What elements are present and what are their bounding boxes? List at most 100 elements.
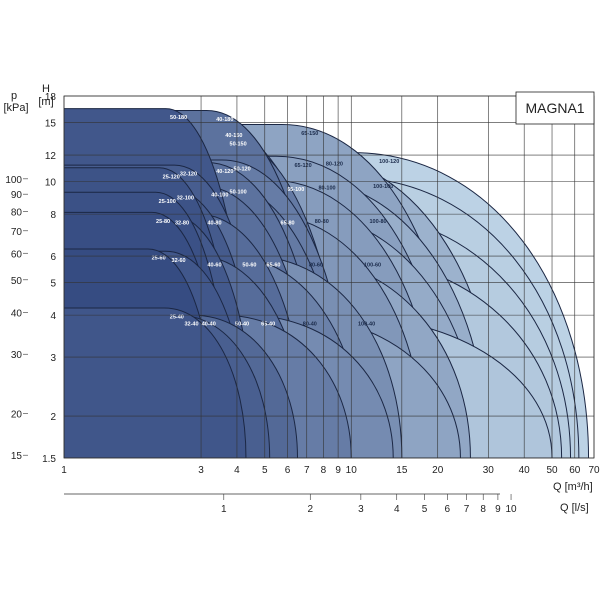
x2-tick-label: 5 <box>422 504 428 515</box>
x-axis-ticks: 1 3 4 5 6 7 8 9 10 15 20 30 40 50 60 70 <box>61 465 600 476</box>
y2-axis-label-bottom: [kPa] <box>3 102 28 114</box>
y-tick-label: 2 <box>50 412 56 423</box>
y2-tick-label: 30 <box>11 350 23 361</box>
y-tick-label: 8 <box>50 210 56 221</box>
x2-tick-label: 4 <box>394 504 400 515</box>
zone-label: 100-40 <box>358 322 375 328</box>
y-tick-label: 18 <box>45 92 57 103</box>
y2-tick-label: 40 <box>11 308 23 319</box>
y2-tick-label: 20 <box>11 409 23 420</box>
zone-label: 40-150 <box>225 133 242 139</box>
x-tick-label: 8 <box>321 465 327 476</box>
zone-labels: 50-180 40-180 65-150 40-150 50-150 100-120 80-… <box>152 115 400 327</box>
x2-tick-label: 1 <box>221 504 227 515</box>
y2-tick-label: 60 <box>11 249 23 260</box>
zone-label: 65-150 <box>301 131 318 137</box>
x2-tick-label: 7 <box>464 504 470 515</box>
zone-label: 25-100 <box>159 199 176 205</box>
y-tick-label: 6 <box>50 252 56 263</box>
zone-label: 32-80 <box>175 221 189 227</box>
x-tick-label: 3 <box>198 465 204 476</box>
x-tick-label: 1 <box>61 465 67 476</box>
y2-tick-label: 70 <box>11 227 23 238</box>
y-axis-label-top: H <box>42 83 50 95</box>
chart-title: MAGNA1 <box>525 100 584 116</box>
zone-label: 25-60 <box>152 256 166 262</box>
y2-tick-label: 90 <box>11 190 23 201</box>
x-tick-label: 6 <box>285 465 291 476</box>
x2-tick-label: 8 <box>480 504 486 515</box>
x2-axis-label: Q [l/s] <box>560 502 589 514</box>
x2-tick-label: 3 <box>358 504 364 515</box>
zone-label: 50-40 <box>235 322 249 328</box>
zone-label: 65-40 <box>261 322 275 328</box>
x2-axis-ticks: 1 2 3 4 5 6 7 8 9 10 <box>221 494 517 515</box>
pump-zones <box>64 108 590 458</box>
zone-label: 100-100 <box>373 184 393 190</box>
zone-label: 80-40 <box>303 322 317 328</box>
y2-tick-label: 50 <box>11 276 23 287</box>
x2-tick-label: 10 <box>505 504 517 515</box>
x-tick-label: 7 <box>304 465 310 476</box>
zone-label: 80-120 <box>326 162 343 168</box>
zone-label: 50-100 <box>230 190 247 196</box>
y-tick-label: 4 <box>50 311 56 322</box>
zone-label: 50-120 <box>234 167 251 173</box>
zone-label: 25-120 <box>163 174 180 180</box>
x-tick-label: 4 <box>234 465 240 476</box>
zone-label: 25-40 <box>170 315 184 321</box>
y-tick-label: 10 <box>45 178 57 189</box>
x2-tick-label: 6 <box>445 504 451 515</box>
zone-label: 40-80 <box>207 221 221 227</box>
zone-label: 100-80 <box>369 219 386 225</box>
x2-tick-label: 2 <box>307 504 313 515</box>
zone-label: 50-180 <box>170 115 187 121</box>
y2-tick-label: 100 <box>5 175 22 186</box>
zone-label: 40-180 <box>216 117 233 123</box>
y-tick-label: 15 <box>45 119 57 130</box>
x-tick-label: 9 <box>335 465 341 476</box>
zone-label: 100-60 <box>364 263 381 269</box>
x2-tick-label: 9 <box>495 504 501 515</box>
zone-label: 80-60 <box>309 263 323 269</box>
zone-label: 32-40 <box>184 322 198 328</box>
y-tick-label: 1.5 <box>42 454 56 465</box>
x-tick-label: 50 <box>546 465 558 476</box>
zone-label: 40-60 <box>207 263 221 269</box>
x-tick-label: 20 <box>432 465 444 476</box>
zone-label: 50-60 <box>242 263 256 269</box>
x-axis-label: Q [m³/h] <box>553 481 593 493</box>
y2-axis-ticks: 15 20 30 40 50 60 70 80 90 100 <box>5 175 28 462</box>
zone-label: 32-120 <box>180 172 197 178</box>
y-tick-label: 12 <box>45 151 57 162</box>
zone-label: 32-100 <box>177 196 194 202</box>
x-tick-label: 10 <box>346 465 358 476</box>
zone-label: 65-100 <box>287 187 304 193</box>
zone-label: 65-60 <box>266 263 280 269</box>
x-tick-label: 15 <box>396 465 408 476</box>
x-tick-label: 5 <box>262 465 268 476</box>
zone-label: 50-150 <box>230 141 247 147</box>
x-tick-label: 70 <box>588 465 600 476</box>
zone-label: 80-80 <box>315 219 329 225</box>
x-tick-label: 60 <box>569 465 581 476</box>
zone-label: 40-40 <box>202 322 216 328</box>
zone-label: 25-80 <box>156 219 170 225</box>
zone-label: 80-100 <box>318 185 335 191</box>
y2-tick-label: 80 <box>11 207 23 218</box>
zone-label: 100-120 <box>379 159 399 165</box>
x-tick-label: 40 <box>519 465 531 476</box>
title-box: MAGNA1 <box>515 91 595 125</box>
y-axis-label-bottom: [m] <box>38 96 53 108</box>
y-tick-label: 5 <box>50 279 56 290</box>
zone-label: 32-60 <box>172 258 186 264</box>
grid-lines <box>63 95 595 459</box>
x-tick-label: 30 <box>483 465 495 476</box>
zone-label: 40-100 <box>211 193 228 199</box>
zone-label: 40-120 <box>216 169 233 175</box>
y-axis-ticks: 1.5 2 3 4 5 6 8 10 12 15 18 <box>42 92 56 465</box>
zone-25-40 <box>64 307 247 458</box>
zone-label: 65-120 <box>295 163 312 169</box>
y2-axis-label-top: p <box>11 90 17 102</box>
